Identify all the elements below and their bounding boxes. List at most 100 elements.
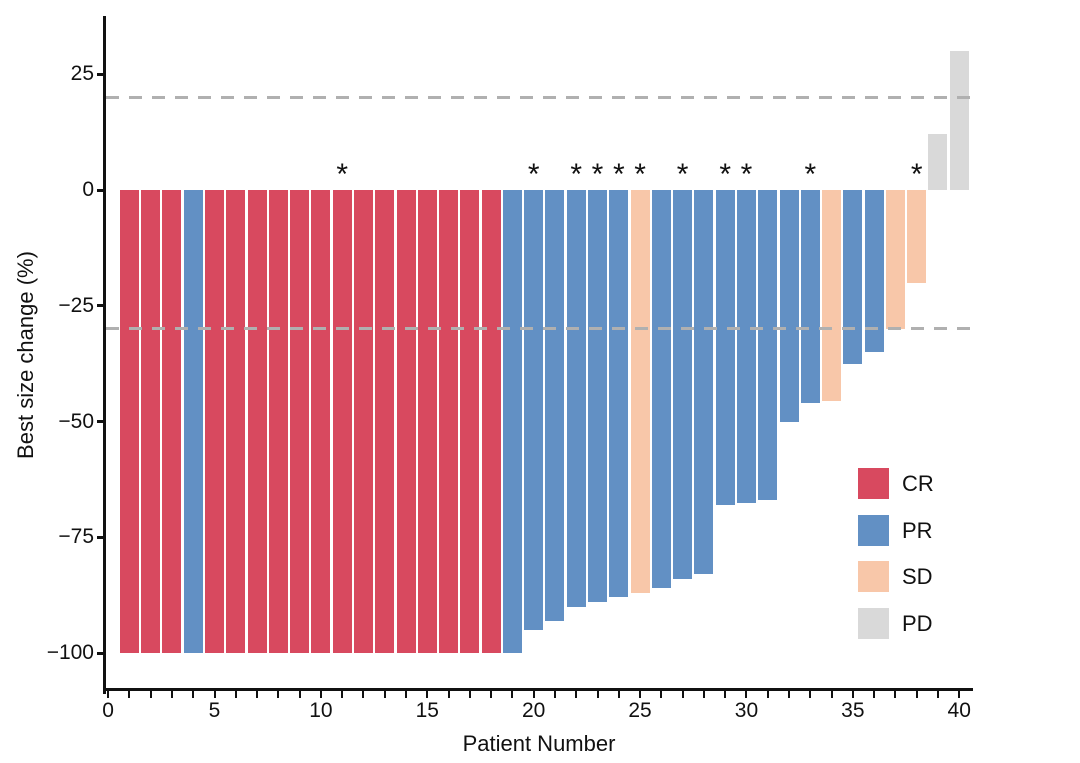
asterisk-patient-33: * (804, 158, 817, 191)
bar-patient-7-cr (247, 190, 267, 653)
bar-patient-3-cr (162, 190, 182, 653)
x-tick-11 (341, 691, 344, 698)
asterisk-patient-23: * (591, 158, 604, 191)
x-tick-37 (894, 691, 897, 698)
bar-patient-26-pr (651, 190, 671, 589)
y-tick-label--75: −75 (58, 525, 94, 549)
x-tick-label-20: 20 (521, 699, 546, 722)
x-tick-13 (383, 691, 386, 698)
bar-patient-15-cr (417, 190, 437, 653)
x-tick-22 (575, 691, 578, 698)
x-tick-29 (724, 691, 727, 698)
y-tick-label--100: −100 (46, 641, 94, 664)
y-tick-25 (97, 72, 104, 76)
y-tick--25 (97, 304, 104, 308)
x-tick-18 (490, 691, 493, 698)
legend-label-cr: CR (902, 471, 934, 496)
threshold-line--30 (106, 327, 972, 331)
x-tick-39 (936, 691, 939, 698)
x-tick-2 (149, 691, 152, 698)
x-tick-15 (426, 691, 429, 698)
x-tick-6 (234, 691, 237, 698)
y-tick-label-25: 25 (70, 62, 94, 86)
asterisk-patient-20: * (527, 158, 540, 191)
y-tick-label--25: −25 (58, 293, 94, 317)
bar-patient-5-cr (205, 190, 225, 653)
bar-patient-38-sd (907, 190, 927, 283)
x-tick-3 (170, 691, 173, 698)
bar-patient-31-pr (758, 190, 778, 501)
plot-area: * * * * * * * * * * * (106, 16, 972, 691)
x-tick-27 (681, 691, 684, 698)
bar-patient-28-pr (694, 190, 714, 575)
legend-label-pr: PR (902, 517, 933, 543)
bar-patient-13-cr (375, 190, 395, 653)
x-tick-label-40: 40 (947, 699, 971, 722)
x-tick-label-0: 0 (102, 699, 114, 722)
bar-patient-21-pr (545, 190, 565, 621)
x-tick-34 (830, 691, 833, 698)
bar-patient-24-pr (609, 190, 629, 598)
bar-patient-32-pr (779, 190, 799, 422)
bar-patient-6-cr (226, 190, 246, 653)
bar-patient-29-pr (715, 190, 735, 505)
bar-patient-35-pr (843, 190, 863, 364)
x-tick-40 (958, 691, 961, 698)
bar-patient-33-pr (800, 190, 820, 403)
x-axis-line (103, 688, 973, 691)
legend-item-sd: SD (858, 561, 978, 592)
x-tick-19 (511, 691, 514, 698)
legend-swatch-pr (858, 514, 889, 546)
x-tick-28 (702, 691, 705, 698)
bar-patient-12-cr (353, 190, 373, 653)
x-tick-24 (617, 691, 620, 698)
bar-patient-34-sd (822, 190, 842, 401)
x-tick-38 (915, 691, 918, 698)
bar-patient-37-sd (885, 190, 905, 329)
bar-patient-1-cr (119, 190, 139, 653)
x-tick-10 (319, 691, 322, 698)
x-tick-label-5: 5 (208, 699, 221, 722)
asterisk-annotations-layer: * * * * * * * * * * * (106, 16, 972, 691)
legend-swatch-cr (858, 468, 889, 499)
x-tick-26 (660, 691, 663, 698)
bar-patient-20-pr (524, 190, 544, 630)
x-tick-label-15: 15 (415, 699, 439, 722)
y-tick-label--50: −50 (58, 409, 94, 433)
bar-patient-17-cr (460, 190, 480, 653)
x-tick-label-35: 35 (841, 699, 865, 722)
x-tick-1 (128, 691, 131, 698)
x-tick-9 (298, 691, 301, 698)
x-tick-32 (788, 691, 790, 698)
x-tick-12 (362, 691, 365, 698)
x-tick-label-10: 10 (309, 699, 333, 722)
bar-patient-4-pr (183, 190, 203, 653)
bar-patient-2-cr (141, 190, 161, 653)
threshold-lines-layer (106, 16, 972, 691)
x-tick-36 (873, 691, 876, 698)
bar-patient-39-pd (928, 134, 948, 190)
x-tick-label-30: 30 (734, 699, 759, 722)
bar-patient-14-cr (396, 190, 416, 653)
y-axis-line (103, 16, 106, 694)
x-axis-title: Patient Number (462, 731, 616, 756)
bar-patient-27-pr (673, 190, 693, 579)
asterisk-patient-29: * (719, 158, 732, 191)
legend-swatch-sd (858, 561, 889, 592)
bar-patient-10-cr (311, 190, 331, 653)
bar-patient-9-cr (290, 190, 310, 653)
x-tick-4 (192, 691, 195, 698)
y-tick-0 (97, 188, 104, 192)
asterisk-patient-25: * (634, 158, 646, 191)
asterisk-patient-30: * (740, 158, 753, 191)
legend-swatch-pd (858, 607, 889, 639)
legend-label-sd: SD (902, 564, 933, 589)
x-tick-21 (553, 691, 556, 698)
x-tick-30 (745, 691, 748, 698)
x-tick-25 (639, 691, 642, 698)
asterisk-patient-27: * (676, 158, 689, 191)
bar-patient-25-sd (630, 190, 650, 593)
y-tick-label-0: 0 (82, 178, 94, 201)
legend-item-pr: PR (858, 514, 978, 546)
